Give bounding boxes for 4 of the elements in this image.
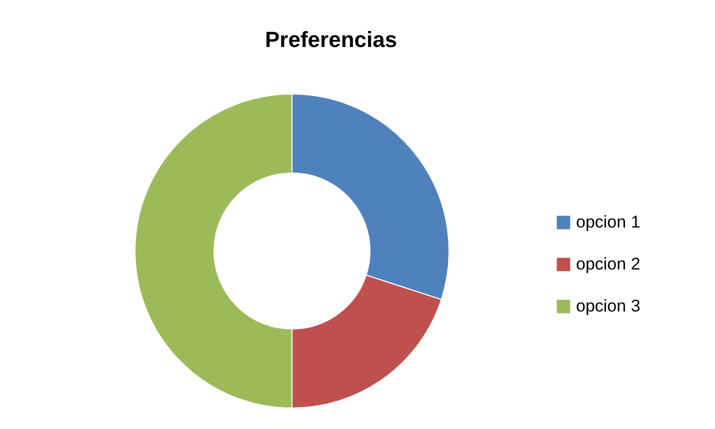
legend-label: opcion 1 [576, 212, 640, 232]
legend-label: opcion 2 [576, 254, 640, 274]
chart-title: Preferencias [265, 27, 398, 52]
legend-label: opcion 3 [576, 296, 640, 316]
